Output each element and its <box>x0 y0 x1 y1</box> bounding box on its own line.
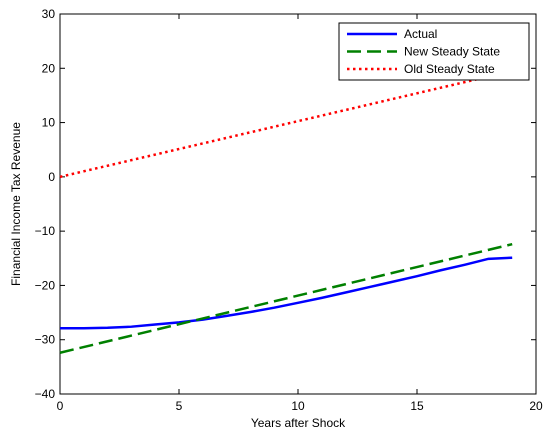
y-tick-label: −20 <box>35 278 56 292</box>
y-tick-label: 10 <box>42 116 56 130</box>
y-tick-label: −10 <box>35 224 56 238</box>
y-tick-label: 20 <box>42 61 56 75</box>
legend-label: Old Steady State <box>404 62 495 76</box>
series-line-actual <box>60 256 513 330</box>
x-tick-label: 20 <box>529 399 543 413</box>
series-line-new-steady-state <box>59 242 513 354</box>
x-axis-title: Years after Shock <box>251 416 346 430</box>
x-tick-label: 5 <box>176 399 183 413</box>
axis-ticks: 0 5 10 15 20 −40 −30 −20 −10 0 10 20 30 <box>35 7 543 413</box>
y-tick-label: −40 <box>35 387 56 401</box>
y-tick-label: −30 <box>35 333 56 347</box>
y-tick-label: 30 <box>42 7 56 21</box>
legend-label: Actual <box>404 27 437 41</box>
legend-label: New Steady State <box>404 45 500 59</box>
x-tick-label: 0 <box>57 399 64 413</box>
x-tick-label: 10 <box>291 399 305 413</box>
legend: Actual New Steady State Old Steady State <box>338 22 530 81</box>
x-tick-label: 15 <box>410 399 424 413</box>
series-layer <box>59 69 513 354</box>
y-tick-label: 0 <box>48 170 55 184</box>
y-axis-title: Financial Income Tax Revenue <box>9 122 23 286</box>
